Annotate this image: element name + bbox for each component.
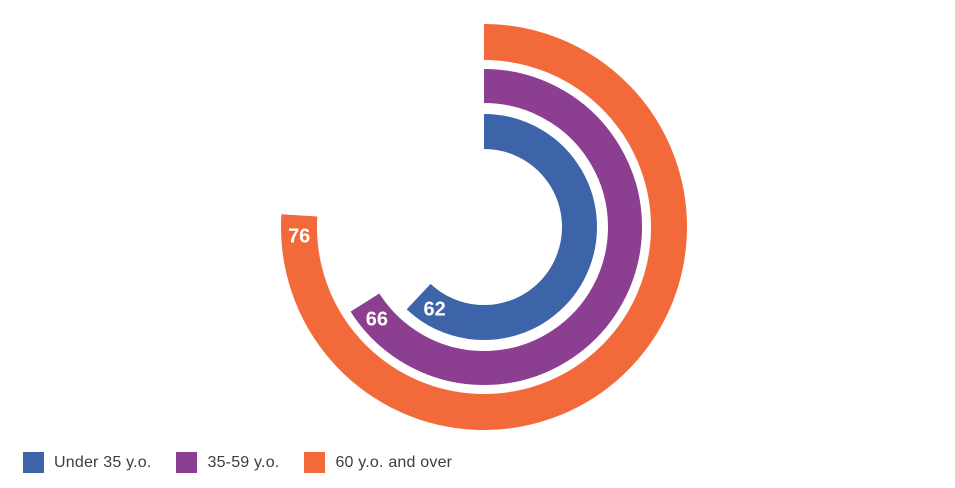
legend-swatch-orange — [304, 452, 326, 473]
legend-item-60-over: 60 y.o. and over — [304, 452, 452, 473]
legend-swatch-purple — [176, 452, 198, 473]
arc-2 — [281, 24, 687, 430]
arc-0 — [406, 114, 597, 340]
legend-label: 35-59 y.o. — [207, 453, 280, 471]
legend-item-under-35: Under 35 y.o. — [23, 452, 151, 473]
arc-1 — [350, 69, 642, 385]
legend-label: 60 y.o. and over — [335, 453, 453, 471]
arc-value-label: 76 — [288, 225, 310, 247]
legend-item-35-59: 35-59 y.o. — [176, 452, 279, 473]
legend-label: Under 35 y.o. — [54, 453, 152, 471]
legend-swatch-blue — [23, 452, 44, 473]
chart-legend: Under 35 y.o. 35-59 y.o. 60 y.o. and ove… — [23, 452, 452, 473]
arc-value-label: 62 — [423, 299, 445, 321]
arc-value-label: 66 — [366, 309, 388, 331]
